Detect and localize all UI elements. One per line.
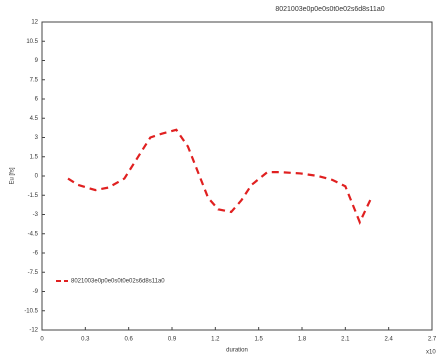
- y-tick-label: 1.5: [30, 154, 39, 160]
- data-line: [67, 128, 373, 225]
- y-tick-label: -10.5: [24, 308, 38, 314]
- y-tick-label: -12: [29, 328, 38, 334]
- x-tick-label: 2.1: [341, 337, 350, 343]
- chart-title: 8021003e0p0e0s0t0e02s6d8s11a0: [275, 6, 384, 13]
- y-tick-label: 6: [35, 97, 39, 103]
- x-tick-label: 2.4: [384, 337, 393, 343]
- y-tick-label: -4.5: [28, 231, 39, 237]
- legend-label: 8021003e0p0e0s0t0e02s6d8s11a0: [71, 279, 165, 285]
- x-tick-label: 1.8: [298, 337, 307, 343]
- x-tick-label: 0: [40, 337, 44, 343]
- y-tick-label: 12: [31, 20, 38, 26]
- x-multiplier: x10: [426, 350, 436, 356]
- y-tick-label: -3: [33, 212, 39, 218]
- y-tick-label: 9: [35, 58, 39, 64]
- y-tick-label: 7.5: [30, 77, 39, 83]
- y-axis-label: Eu [fs]: [10, 167, 16, 184]
- x-tick-label: 1.2: [211, 337, 220, 343]
- y-tick-label: -1.5: [28, 193, 39, 199]
- y-tick-label: -7.5: [28, 270, 39, 276]
- x-axis-label: duration: [226, 348, 248, 354]
- x-tick-label: 2.7: [428, 337, 436, 343]
- x-tick-label: 0.6: [124, 337, 133, 343]
- y-tick-label: -6: [33, 251, 39, 257]
- y-tick-label: -9: [33, 289, 39, 295]
- x-tick-label: 0.3: [81, 337, 90, 343]
- y-tick-label: 0: [35, 174, 39, 180]
- y-tick-label: 10.5: [26, 39, 38, 45]
- x-tick-label: 0.9: [168, 337, 177, 343]
- y-tick-label: 3: [35, 135, 39, 141]
- y-tick-label: 4.5: [30, 116, 39, 122]
- x-tick-label: 1.5: [254, 337, 263, 343]
